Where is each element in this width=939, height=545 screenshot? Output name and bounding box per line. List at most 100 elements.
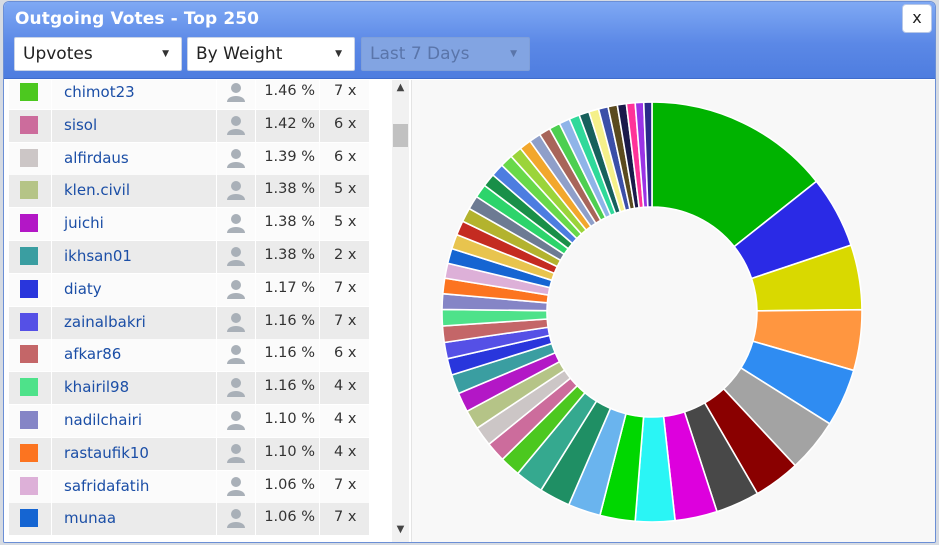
user-icon[interactable] xyxy=(227,279,245,299)
list-item[interactable]: klen.civil 1.38 % 5 x xyxy=(9,175,369,209)
name-cell: ikhsan01 xyxy=(52,241,216,273)
vote-count: 6 x xyxy=(334,345,357,362)
user-icon[interactable] xyxy=(227,213,245,234)
swatch-cell xyxy=(9,405,51,437)
scroll-up-arrow[interactable]: ▲ xyxy=(396,82,405,93)
user-icon[interactable] xyxy=(227,82,245,102)
account-link[interactable]: ikhsan01 xyxy=(64,247,132,265)
icon-cell xyxy=(217,273,255,306)
close-button[interactable]: x xyxy=(902,4,932,33)
list-item[interactable]: chimot23 1.46 % 7 x xyxy=(9,80,369,110)
user-icon[interactable] xyxy=(227,246,245,266)
color-swatch xyxy=(20,411,38,429)
sort-value: By Weight xyxy=(196,44,283,64)
user-icon[interactable] xyxy=(227,377,245,398)
count-cell: 5 x xyxy=(320,175,369,208)
swatch-cell xyxy=(9,241,51,273)
count-cell: 7 x xyxy=(320,306,369,339)
scroll-down-arrow[interactable]: ▼ xyxy=(396,524,405,535)
account-link[interactable]: sisol xyxy=(64,115,98,134)
name-cell: diaty xyxy=(52,273,216,306)
name-cell: rastaufik10 xyxy=(52,437,216,470)
account-link[interactable]: chimot23 xyxy=(64,83,135,101)
color-swatch xyxy=(20,115,38,134)
account-link[interactable]: diaty xyxy=(64,279,102,298)
scroll-thumb[interactable] xyxy=(393,124,408,147)
vote-percent: 1.06 % xyxy=(264,509,315,526)
user-icon[interactable] xyxy=(227,508,245,529)
user-icon[interactable] xyxy=(227,180,245,201)
list-item[interactable]: nadilchairi 1.10 % 4 x xyxy=(9,405,369,438)
name-cell: khairil98 xyxy=(52,372,216,405)
list-item[interactable]: khairil98 1.16 % 4 x xyxy=(9,372,369,406)
account-link[interactable]: zainalbakri xyxy=(64,312,146,331)
user-icon[interactable] xyxy=(227,410,245,430)
percent-cell: 1.16 % xyxy=(256,306,319,339)
vote-count: 7 x xyxy=(334,476,357,493)
vote-type-value: Upvotes xyxy=(23,44,93,64)
percent-cell: 1.16 % xyxy=(256,372,319,405)
vote-percent: 1.38 % xyxy=(264,247,315,263)
account-link[interactable]: munaa xyxy=(64,509,117,528)
color-swatch xyxy=(20,247,38,265)
icon-cell xyxy=(217,405,255,437)
count-cell: 7 x xyxy=(320,273,369,306)
percent-cell: 1.38 % xyxy=(256,175,319,208)
account-link[interactable]: khairil98 xyxy=(64,378,130,397)
user-icon[interactable] xyxy=(227,148,245,168)
account-link[interactable]: klen.civil xyxy=(64,181,130,200)
list-item[interactable]: rastaufik10 1.10 % 4 x xyxy=(9,437,369,471)
percent-cell: 1.46 % xyxy=(256,80,319,109)
vote-percent: 1.06 % xyxy=(264,476,315,493)
swatch-cell xyxy=(9,437,51,470)
icon-cell xyxy=(217,339,255,372)
list-item[interactable]: munaa 1.06 % 7 x xyxy=(9,503,369,537)
list-item[interactable]: ikhsan01 1.38 % 2 x xyxy=(9,241,369,274)
percent-cell: 1.16 % xyxy=(256,339,319,372)
list-item[interactable]: diaty 1.17 % 7 x xyxy=(9,273,369,307)
account-link[interactable]: safridafatih xyxy=(64,476,150,495)
account-link[interactable]: juichi xyxy=(64,214,104,233)
list-scrollbar[interactable]: ▲ ▼ xyxy=(392,80,409,542)
count-cell: 2 x xyxy=(320,241,369,273)
vote-count: 6 x xyxy=(334,115,357,132)
count-cell: 7 x xyxy=(320,503,369,536)
swatch-cell xyxy=(9,208,51,241)
swatch-cell xyxy=(9,175,51,208)
vote-percent: 1.46 % xyxy=(264,83,315,99)
donut-chart-area xyxy=(411,80,935,542)
vote-percent: 1.16 % xyxy=(264,345,315,362)
icon-cell xyxy=(217,241,255,273)
vote-count: 6 x xyxy=(334,148,357,165)
account-link[interactable]: nadilchairi xyxy=(64,411,143,429)
icon-cell xyxy=(217,175,255,208)
vote-percent: 1.17 % xyxy=(264,279,315,296)
vote-type-select[interactable]: Upvotes ▼ xyxy=(14,37,182,71)
sort-select[interactable]: By Weight ▼ xyxy=(187,37,355,71)
list-item[interactable]: zainalbakri 1.16 % 7 x xyxy=(9,306,369,340)
account-link[interactable]: rastaufik10 xyxy=(64,443,149,462)
list-item[interactable]: alfirdaus 1.39 % 6 x xyxy=(9,142,369,176)
icon-cell xyxy=(217,80,255,109)
user-icon[interactable] xyxy=(227,443,245,463)
name-cell: juichi xyxy=(52,208,216,241)
user-icon[interactable] xyxy=(227,476,245,496)
list-item[interactable]: juichi 1.38 % 5 x xyxy=(9,208,369,242)
color-swatch xyxy=(20,312,38,331)
account-link[interactable]: afkar86 xyxy=(64,345,122,364)
swatch-cell xyxy=(9,339,51,372)
account-link[interactable]: alfirdaus xyxy=(64,148,129,167)
icon-cell xyxy=(217,372,255,405)
name-cell: sisol xyxy=(52,109,216,142)
donut-slice-50[interactable] xyxy=(642,101,653,208)
swatch-cell xyxy=(9,142,51,175)
list-item[interactable]: safridafatih 1.06 % 7 x xyxy=(9,470,369,504)
name-cell: nadilchairi xyxy=(52,405,216,437)
user-icon[interactable] xyxy=(227,115,245,135)
user-icon[interactable] xyxy=(227,344,245,365)
icon-cell xyxy=(217,208,255,241)
user-icon[interactable] xyxy=(227,312,245,332)
list-item[interactable]: afkar86 1.16 % 6 x xyxy=(9,339,369,373)
percent-cell: 1.10 % xyxy=(256,437,319,470)
list-item[interactable]: sisol 1.42 % 6 x xyxy=(9,109,369,143)
